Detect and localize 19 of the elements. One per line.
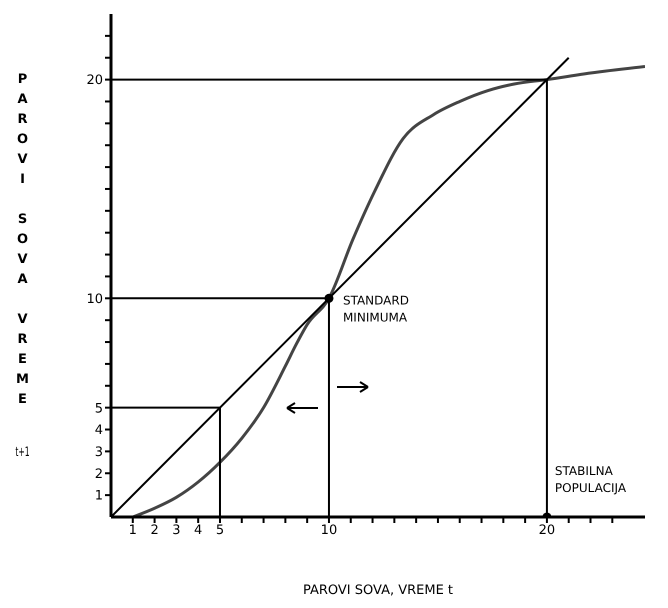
y-tick-label: 20: [86, 73, 103, 88]
y-tick-label: 3: [94, 445, 103, 460]
annotation: STABILNA POPULACIJA: [554, 464, 627, 495]
text: PAROVI SOVA VREME t+1: [15, 72, 30, 459]
y-tick-label: 5: [94, 401, 103, 416]
annotation: STANDARD MINIMUMA: [342, 293, 409, 324]
x-tick-label: 5: [216, 523, 224, 538]
x-tick-label: 1: [128, 523, 137, 538]
x-tick-label: 2: [150, 523, 159, 538]
x-tick-label: 3: [172, 523, 181, 538]
x-tick-label: 10: [320, 523, 338, 538]
line-series: [131, 64, 645, 517]
x-tick-label: 4: [194, 523, 202, 538]
x-tick-label: 20: [538, 523, 556, 538]
x-axis-title: PAROVI SOVA, VREME t: [302, 583, 454, 598]
y-tick-label: 10: [86, 292, 103, 307]
y-tick-label: 1: [94, 488, 103, 504]
y-tick-label: 2: [94, 466, 103, 482]
y-tick-label: 4: [94, 423, 103, 438]
